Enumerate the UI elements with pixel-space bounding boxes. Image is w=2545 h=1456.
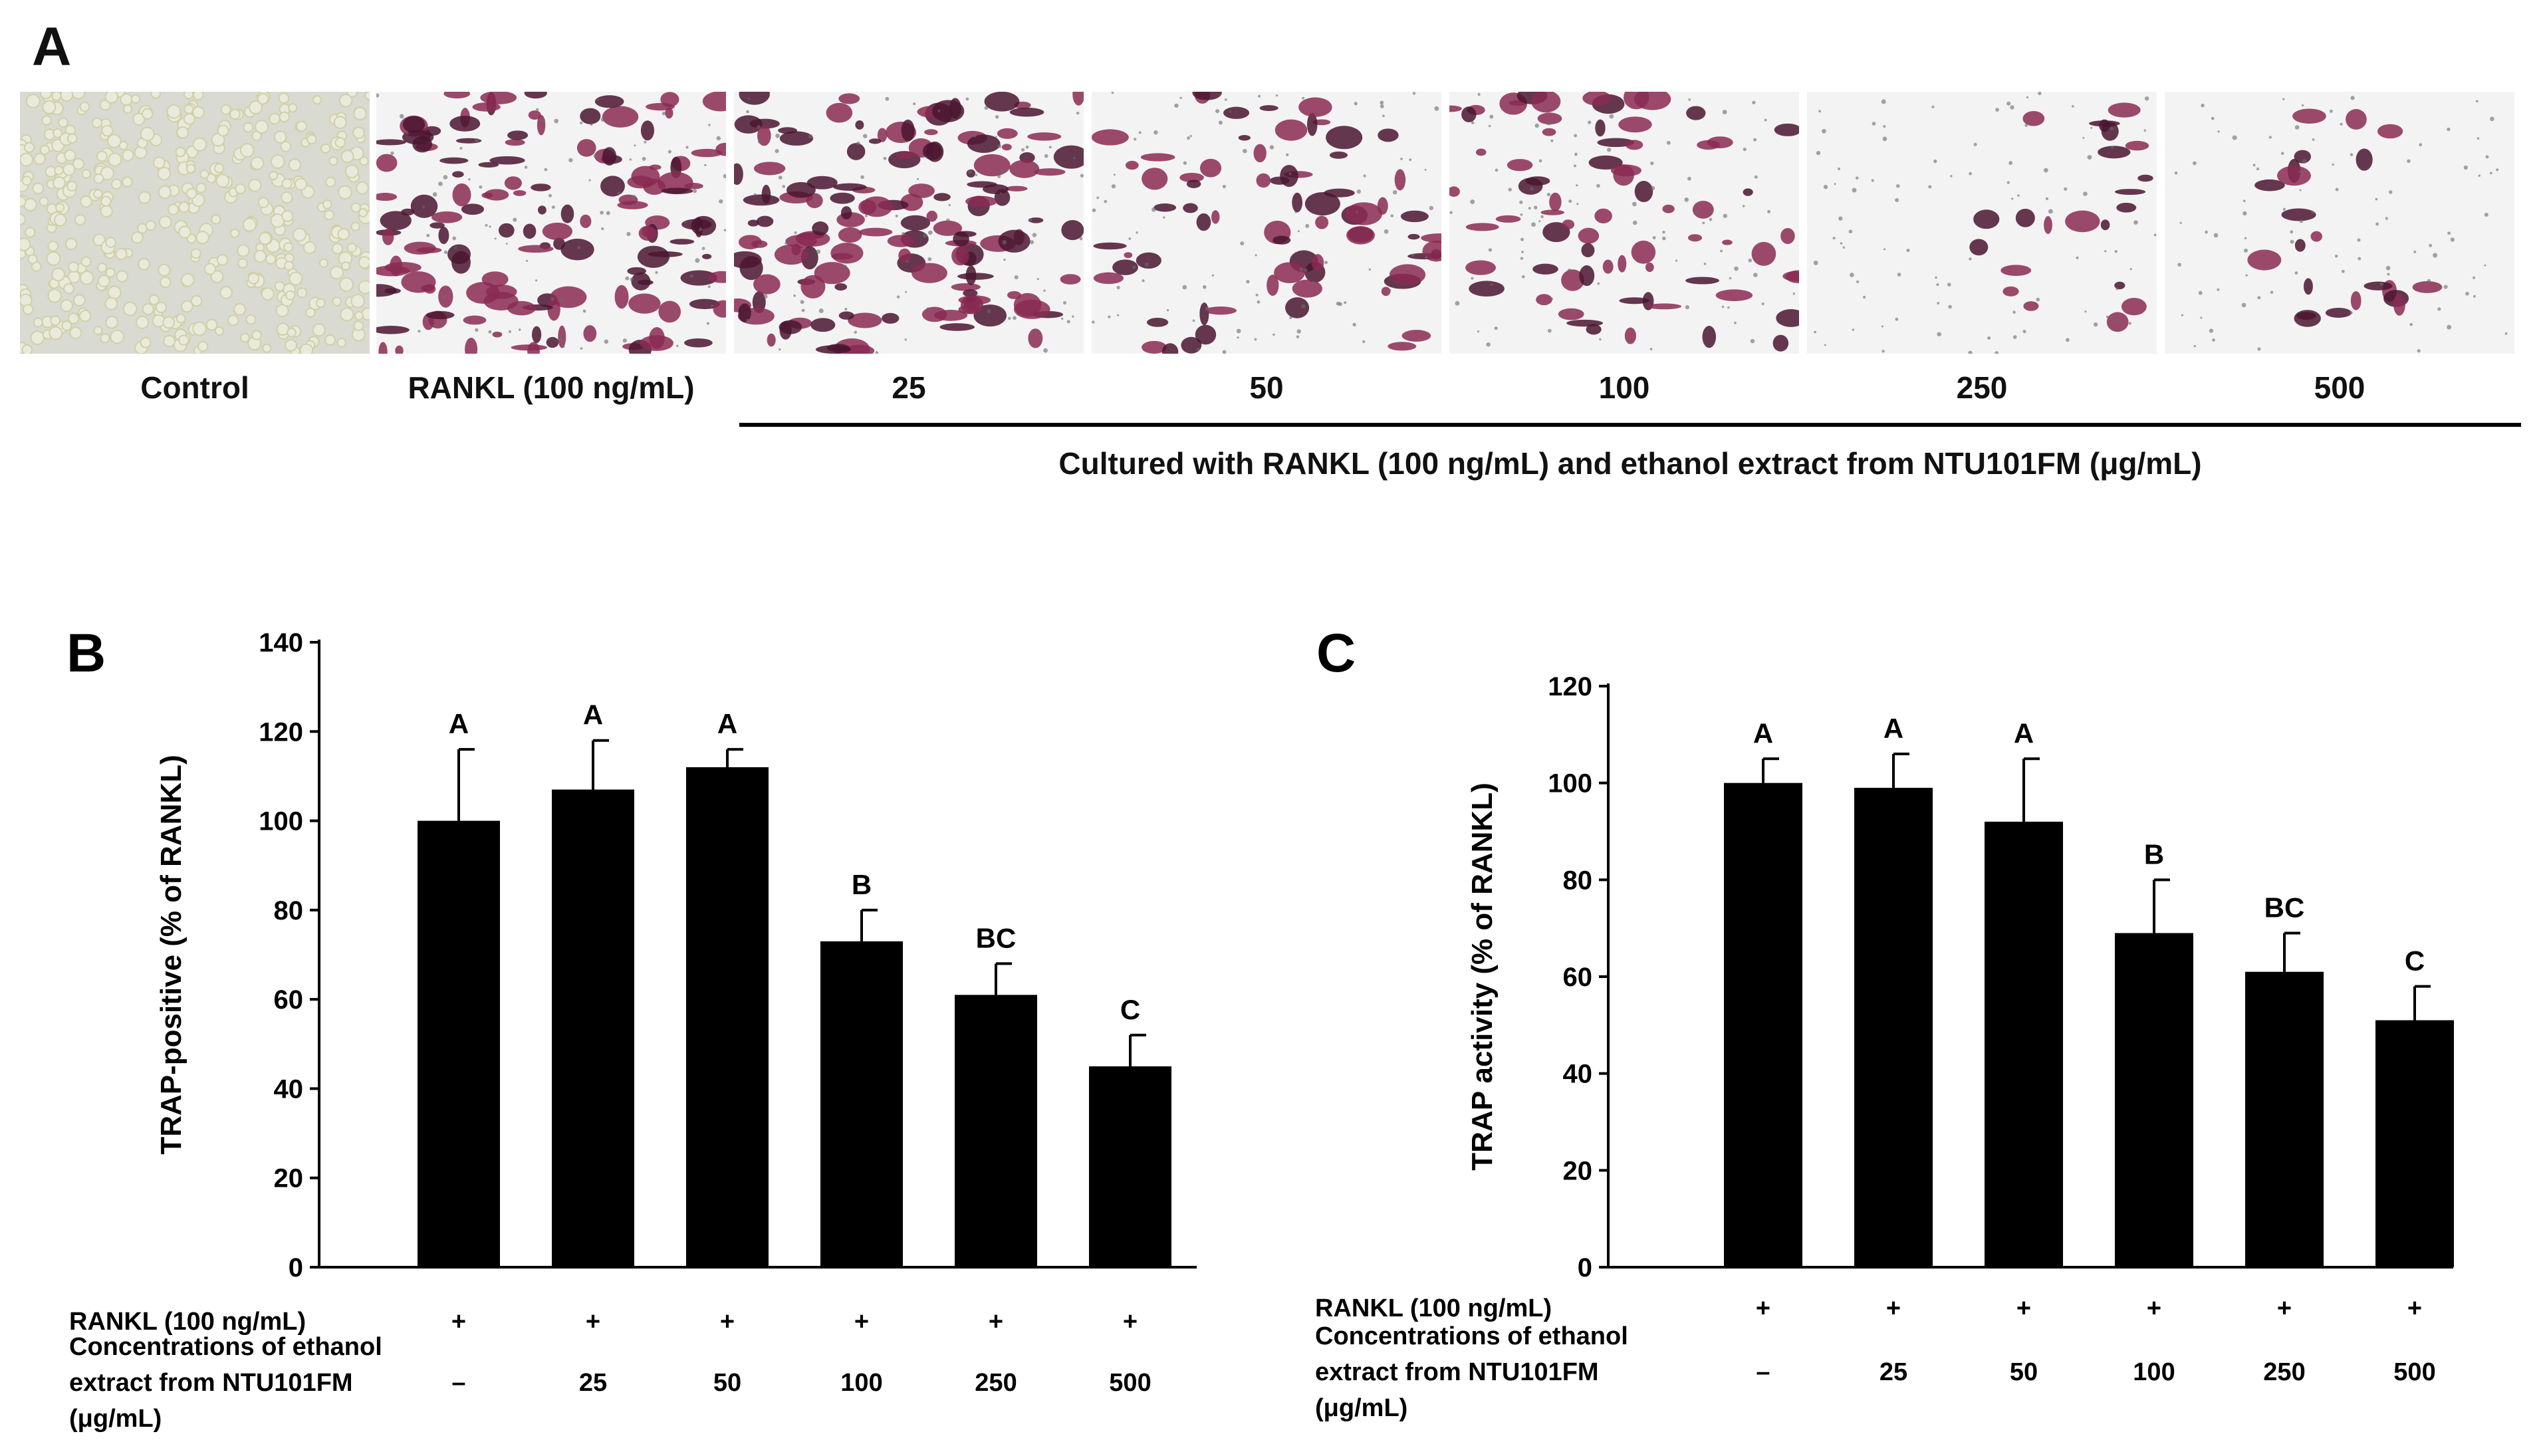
bar [2245,971,2324,1267]
y-tick-label: 20 [274,1164,304,1193]
x-tick-label: 500 [1109,1369,1151,1397]
y-tick-label: 40 [274,1074,304,1104]
bar [1089,1066,1171,1267]
micrograph-7 [2165,92,2514,354]
concentration-row-label: extract from NTU101FM [69,1369,353,1397]
x-tick-label: 100 [2133,1358,2175,1386]
significance-label: A [717,708,737,739]
panel-letter-B: B [66,623,106,683]
rankl-mark: + [2016,1294,2031,1322]
concentration-row-label: (μg/mL) [1315,1394,1407,1422]
significance-label: B [852,869,872,900]
bar [1724,783,1802,1267]
rankl-mark: + [586,1308,600,1336]
significance-label: C [2405,945,2425,977]
significance-label: A [1883,713,1903,744]
rankl-mark: + [451,1308,466,1336]
concentration-row-label: Concentrations of ethanol [69,1333,382,1361]
y-tick-label: 0 [289,1253,303,1282]
bar [1854,787,1933,1267]
rankl-mark: + [2277,1294,2292,1322]
micrograph-label-2: RANKL (100 ng/mL) [408,370,695,405]
significance-label: BC [976,922,1017,953]
bar [820,941,903,1267]
concentration-row-label: extract from NTU101FM [1315,1358,1599,1386]
x-tick-label: 25 [579,1369,607,1397]
micrograph-4 [1092,92,1441,354]
micrograph-label-4: 50 [1249,370,1284,405]
y-axis-label: TRAP-positive (% of RANKL) [155,755,187,1154]
bar [686,767,769,1267]
significance-label: C [1120,994,1140,1025]
rankl-mark: + [720,1308,735,1336]
rankl-row-label: RANKL (100 ng/mL) [69,1308,306,1336]
y-tick-label: 20 [1563,1156,1593,1185]
x-tick-label: 250 [2263,1358,2305,1386]
micrograph-1 [20,92,370,354]
significance-label: A [1753,717,1773,749]
y-tick-label: 100 [259,807,303,836]
significance-label: A [449,708,469,739]
group-caption: Cultured with RANKL (100 ng/mL) and etha… [1058,446,2202,481]
bar [1985,821,2063,1267]
y-tick-label: 60 [1563,963,1593,992]
rankl-mark: + [989,1308,1003,1336]
bar [2115,933,2193,1267]
x-tick-label: 25 [1879,1358,1907,1386]
panel-letter-C: C [1316,623,1356,683]
y-tick-label: 80 [274,896,304,925]
rankl-mark: + [2147,1294,2161,1322]
y-tick-label: 0 [1578,1253,1592,1282]
y-tick-label: 80 [1563,866,1593,895]
micrograph-2 [376,92,726,354]
chart-b: B 0 20 40 60 80 100 120 140 TRAP-positive (% of R… [66,623,1197,1433]
x-tick-label: 100 [840,1369,882,1397]
micrograph-6 [1807,92,2157,354]
concentration-row-label: Concentrations of ethanol [1315,1322,1628,1350]
y-tick-label: 140 [259,628,303,658]
bar [2375,1020,2454,1267]
micrograph-label-1: Control [140,370,249,405]
significance-label: A [583,699,603,731]
concentration-row-label: (μg/mL) [69,1405,162,1433]
y-tick-label: 120 [1548,672,1592,701]
chart-c: C 0 20 40 60 80 100 120 TRAP activity (% of RANK… [1315,623,2454,1422]
rankl-mark: + [2407,1294,2422,1322]
x-tick-label: – [1756,1358,1770,1386]
rankl-mark: + [1123,1308,1138,1336]
bar [955,995,1037,1267]
y-tick-label: 40 [1563,1060,1593,1089]
rankl-row-label: RANKL (100 ng/mL) [1315,1294,1552,1322]
significance-label: A [2014,717,2034,749]
micrograph-label-5: 100 [1598,370,1650,405]
rankl-mark: + [1886,1294,1901,1322]
x-tick-label: 50 [2010,1358,2038,1386]
y-tick-label: 60 [274,985,304,1015]
group-underline [739,423,2521,427]
significance-label: B [2144,838,2164,870]
rankl-mark: + [1756,1294,1770,1322]
significance-label: BC [2264,892,2305,923]
bar [552,789,634,1267]
y-axis-label: TRAP activity (% of RANKL) [1466,783,1499,1170]
x-tick-label: – [451,1369,465,1397]
x-tick-label: 50 [713,1369,741,1397]
rankl-mark: + [854,1308,869,1336]
bar [418,820,500,1267]
panel-a-letter: A [32,17,72,77]
micrograph-5 [1449,92,1799,354]
micrograph-label-7: 500 [2314,370,2365,405]
y-tick-label: 120 [259,717,303,747]
x-tick-label: 250 [975,1369,1017,1397]
y-tick-label: 100 [1548,769,1592,798]
micrograph-label-6: 250 [1956,370,2008,405]
x-tick-label: 500 [2393,1358,2435,1386]
micrograph-label-3: 25 [892,370,926,405]
micrograph-3 [734,92,1084,354]
